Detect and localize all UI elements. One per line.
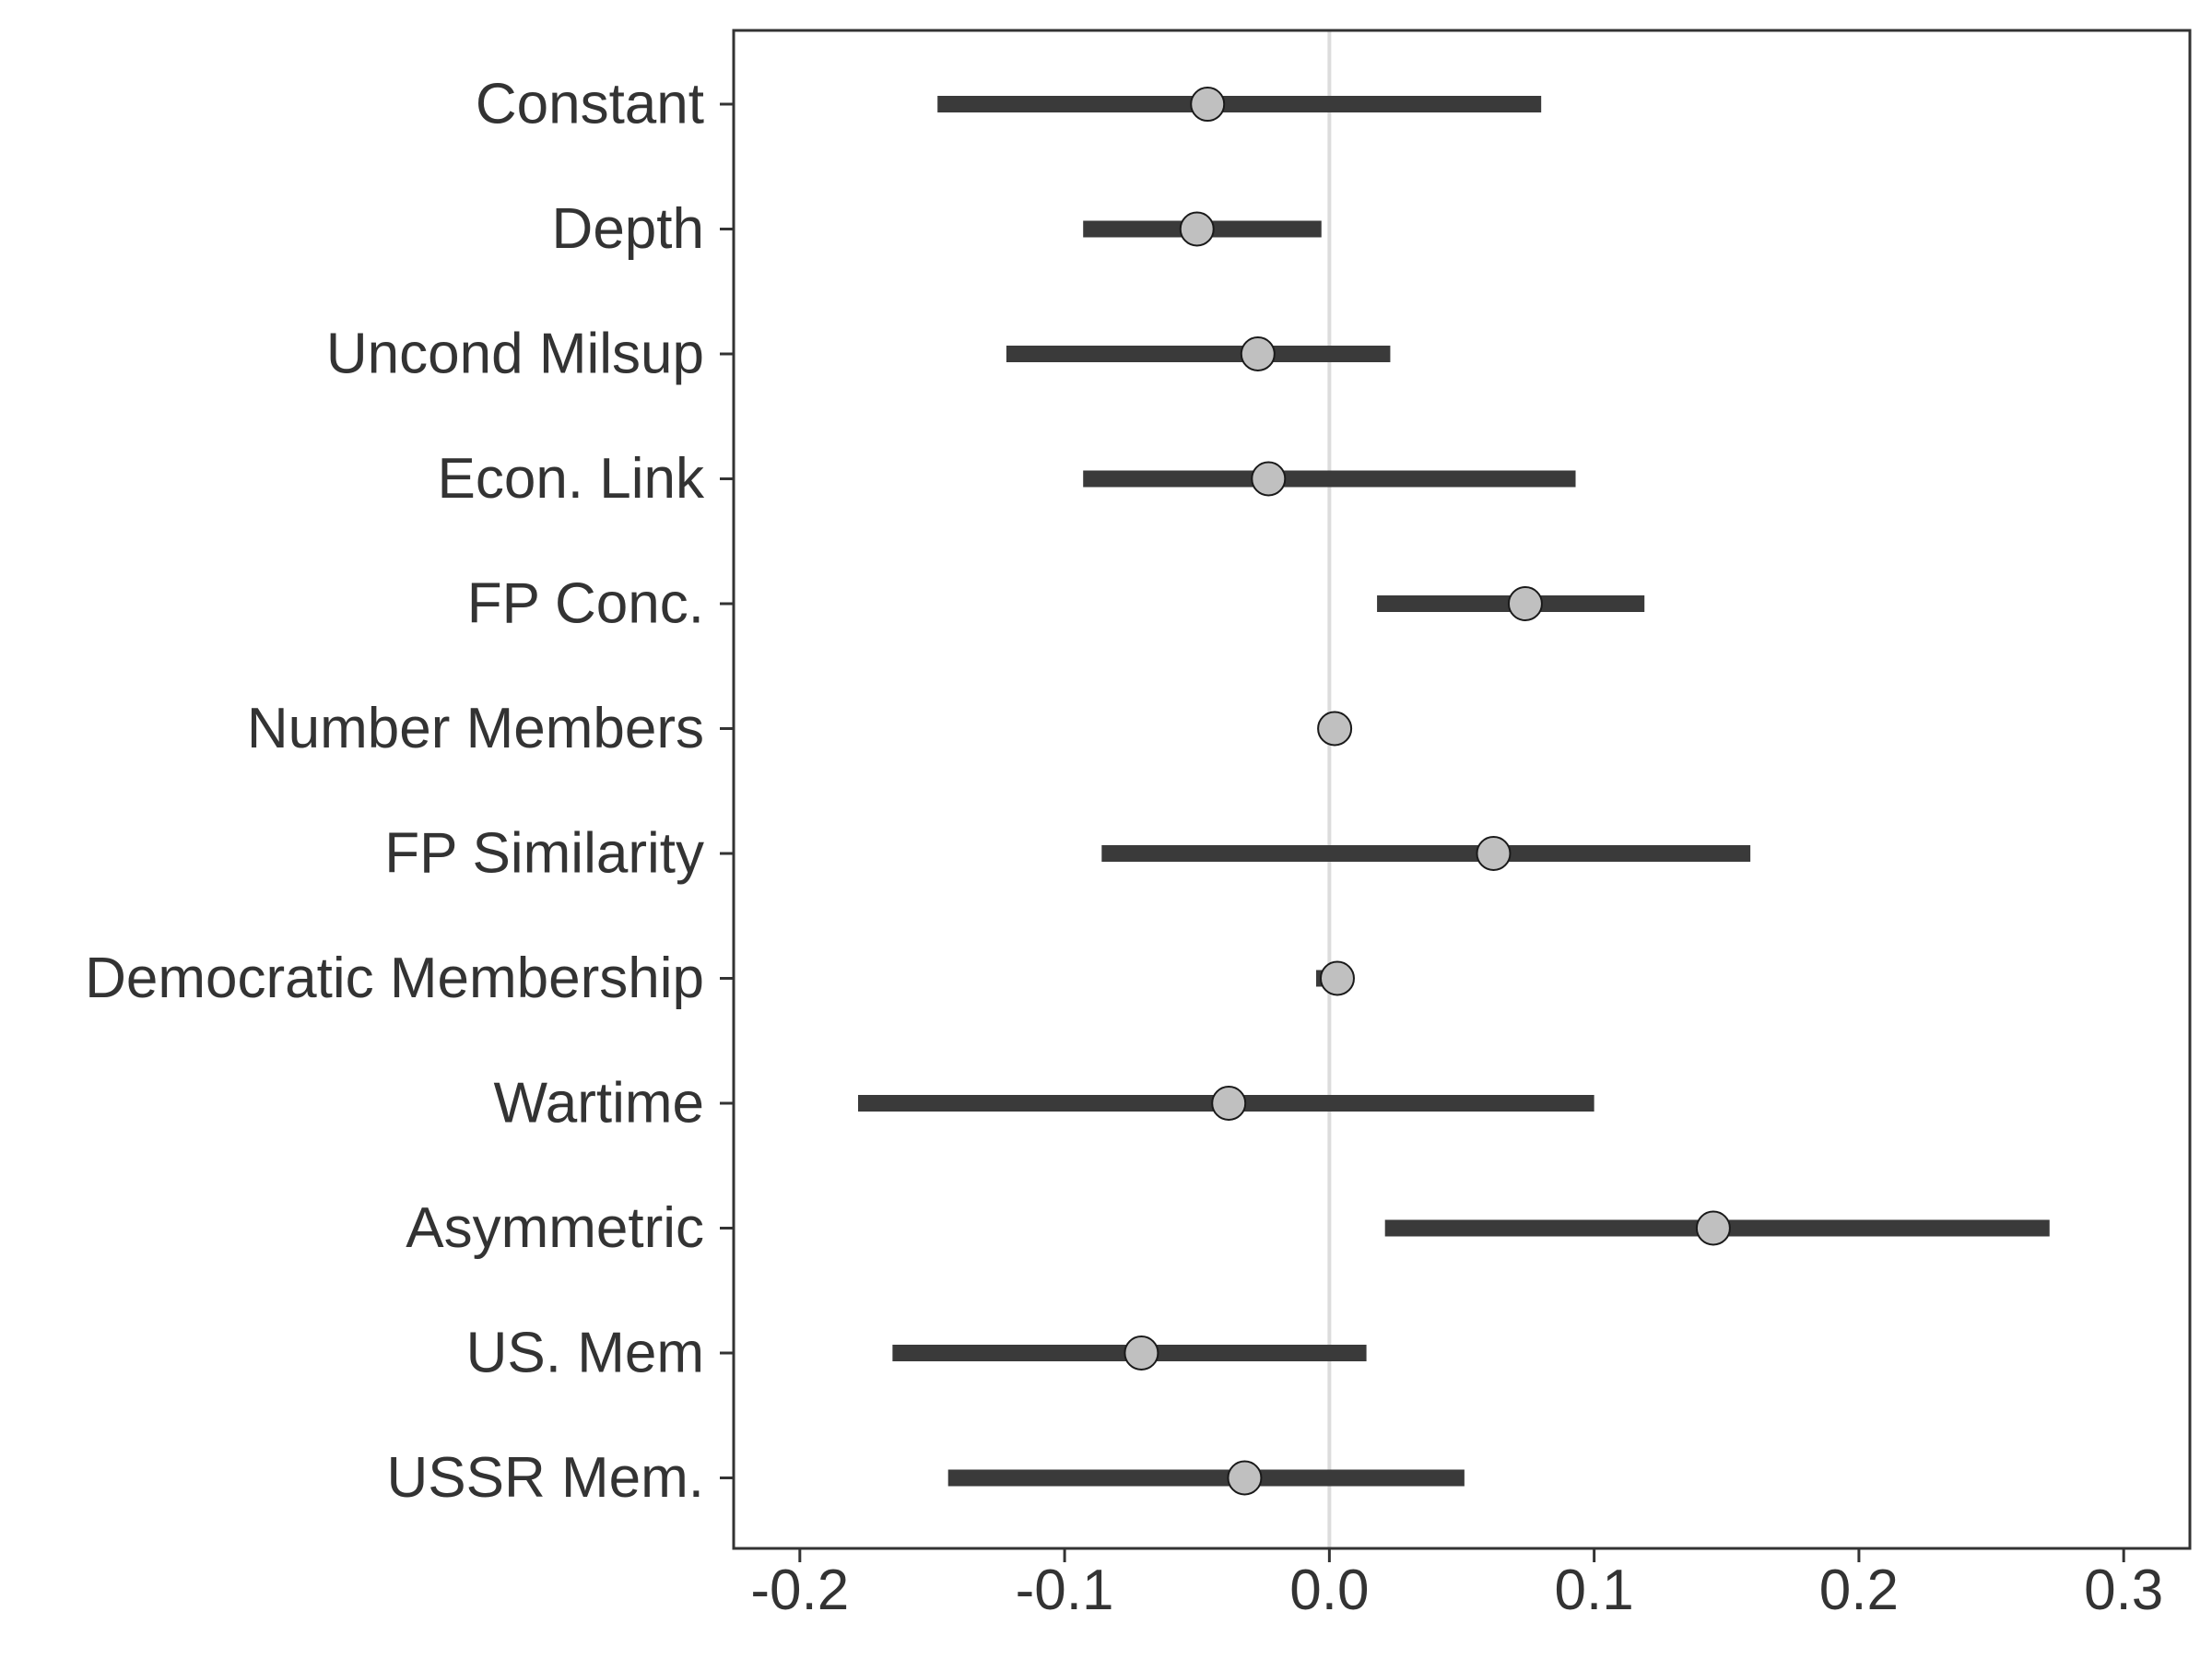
y-label-asymmetric: Asymmetric [406,1196,704,1260]
y-label-fp-similarity: FP Similarity [384,822,704,886]
y-label-number-members: Number Members [247,697,704,760]
point-fp-conc [1507,586,1543,621]
y-label-constant: Constant [476,73,704,136]
point-constant [1190,87,1226,122]
y-axis: Constant Depth Uncond Milsup Econ. Link FP C… [85,73,734,1510]
point-uncond-milsup [1240,336,1276,371]
y-label-econ-link: Econ. Link [437,447,705,511]
x-tick-label-0: -0.2 [750,1559,849,1622]
x-tick-label-4: 0.2 [1819,1559,1899,1622]
plot-panel-border [732,29,2192,1550]
point-econ-link [1251,461,1287,497]
x-tick-label-5: 0.3 [2084,1559,2163,1622]
x-tick-label-2: 0.0 [1289,1559,1369,1622]
y-label-democratic-membership: Democratic Membership [85,947,704,1010]
y-label-ussr-mem: USSR Mem. [387,1446,704,1510]
y-label-fp-conc: FP Conc. [467,572,704,636]
point-ussr-mem [1227,1460,1263,1496]
y-label-uncond-milsup: Uncond Milsup [326,323,704,386]
y-label-depth: Depth [552,197,704,261]
point-depth [1179,211,1215,247]
x-axis: -0.2 -0.1 0.0 0.1 0.2 0.3 [750,1548,2163,1622]
point-wartime [1211,1086,1247,1121]
point-asymmetric [1695,1210,1731,1246]
x-tick-label-3: 0.1 [1555,1559,1634,1622]
point-number-members [1317,711,1353,747]
y-label-us-mem: US. Mem [466,1322,704,1385]
point-democratic-membership [1319,960,1355,996]
point-us-mem [1124,1335,1159,1371]
x-tick-label-1: -0.1 [1016,1559,1114,1622]
y-label-wartime: Wartime [494,1072,704,1135]
point-estimates [1124,87,1731,1496]
point-fp-similarity [1476,836,1512,871]
